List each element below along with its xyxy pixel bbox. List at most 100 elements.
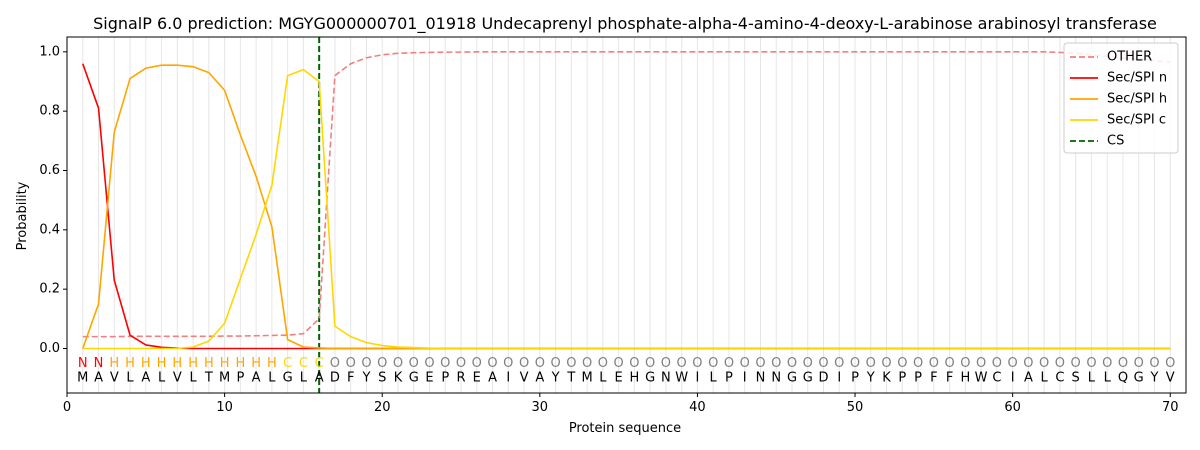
residue-label: K <box>394 371 403 386</box>
region-label: O <box>661 356 671 371</box>
region-label: H <box>188 356 198 371</box>
x-tick-label: 60 <box>1004 400 1021 415</box>
residue-label: G <box>803 371 813 386</box>
region-label: O <box>866 356 876 371</box>
region-label: H <box>109 356 119 371</box>
residue-label: L <box>189 371 197 386</box>
y-tick-label: 0.0 <box>39 341 60 356</box>
region-label: O <box>614 356 624 371</box>
region-label: H <box>267 356 277 371</box>
region-label: O <box>1134 356 1144 371</box>
residue-label: P <box>441 371 449 386</box>
region-label: O <box>566 356 576 371</box>
region-label: H <box>157 356 167 371</box>
region-label: O <box>1165 356 1175 371</box>
residue-label: V <box>1166 371 1175 386</box>
region-label: O <box>740 356 750 371</box>
region-label: O <box>818 356 828 371</box>
region-label: H <box>204 356 214 371</box>
region-label: O <box>881 356 891 371</box>
residue-label: H <box>960 371 970 386</box>
x-tick-label: 0 <box>63 400 71 415</box>
series-line-sec-spi-h <box>82 64 1171 350</box>
residue-label: A <box>252 371 261 386</box>
region-label: O <box>472 356 482 371</box>
series-line-sec-spi-n <box>82 63 1171 350</box>
region-label: O <box>1102 356 1112 371</box>
x-tick-label: 40 <box>689 400 706 415</box>
residue-label: I <box>743 371 747 386</box>
residue-label: A <box>141 371 150 386</box>
region-label: O <box>803 356 813 371</box>
region-label: O <box>771 356 781 371</box>
residue-label: D <box>330 371 340 386</box>
region-label: O <box>850 356 860 371</box>
series-line-other <box>82 51 1171 338</box>
residue-label: D <box>818 371 828 386</box>
region-label: O <box>787 356 797 371</box>
region-label: O <box>1055 356 1065 371</box>
sequence-layer: NMNAHVHLHAHLHVHLHTHMHPHAHLCGCLCAODOFOYOS… <box>77 356 1175 386</box>
region-label: O <box>582 356 592 371</box>
region-label: O <box>330 356 340 371</box>
region-label: O <box>346 356 356 371</box>
region-label: O <box>519 356 529 371</box>
residue-label: F <box>946 371 953 386</box>
region-label: H <box>141 356 151 371</box>
region-label: O <box>503 356 513 371</box>
region-label: O <box>645 356 655 371</box>
residue-label: L <box>710 371 718 386</box>
residue-label: L <box>1041 371 1049 386</box>
region-label: O <box>724 356 734 371</box>
legend: OTHER Sec/SPI n Sec/SPI h Sec/SPI c CS <box>1063 42 1179 154</box>
region-label: O <box>992 356 1002 371</box>
residue-label: W <box>975 371 988 386</box>
residue-label: V <box>110 371 119 386</box>
x-tick-label: 30 <box>532 400 549 415</box>
residue-label: V <box>520 371 529 386</box>
residue-label: Y <box>361 371 370 386</box>
residue-label: A <box>1024 371 1033 386</box>
region-label: O <box>976 356 986 371</box>
region-label: H <box>125 356 135 371</box>
residue-label: M <box>219 371 230 386</box>
region-label: O <box>440 356 450 371</box>
residue-label: P <box>725 371 733 386</box>
residue-label: W <box>675 371 688 386</box>
residue-label: L <box>126 371 134 386</box>
region-label: O <box>1039 356 1049 371</box>
x-tick-label: 50 <box>847 400 864 415</box>
residue-label: I <box>696 371 700 386</box>
residue-label: A <box>315 371 324 386</box>
y-tick-label: 1.0 <box>39 44 60 59</box>
region-label: O <box>1023 356 1033 371</box>
residue-label: L <box>1104 371 1112 386</box>
region-label: O <box>456 356 466 371</box>
residue-label: N <box>771 371 781 386</box>
region-label: O <box>550 356 560 371</box>
y-tick-label: 0.2 <box>39 282 60 297</box>
legend-label: Sec/SPI c <box>1107 113 1166 128</box>
residue-label: Y <box>1150 371 1159 386</box>
region-label: H <box>172 356 182 371</box>
residue-label: L <box>158 371 166 386</box>
grid-layer <box>82 37 1171 393</box>
residue-label: E <box>615 371 623 386</box>
residue-label: Q <box>1118 371 1128 386</box>
residue-label: R <box>456 371 465 386</box>
region-label: O <box>487 356 497 371</box>
region-label: O <box>1086 356 1096 371</box>
residue-label: E <box>425 371 433 386</box>
plot-frame <box>66 36 1187 394</box>
region-label: O <box>377 356 387 371</box>
region-label: O <box>1118 356 1128 371</box>
region-label: O <box>929 356 939 371</box>
region-label: O <box>708 356 718 371</box>
residue-label: Y <box>551 371 560 386</box>
region-label: O <box>535 356 545 371</box>
residue-label: C <box>1055 371 1064 386</box>
legend-label: CS <box>1107 134 1124 149</box>
residue-label: I <box>1011 371 1015 386</box>
x-tick-label: 20 <box>374 400 391 415</box>
